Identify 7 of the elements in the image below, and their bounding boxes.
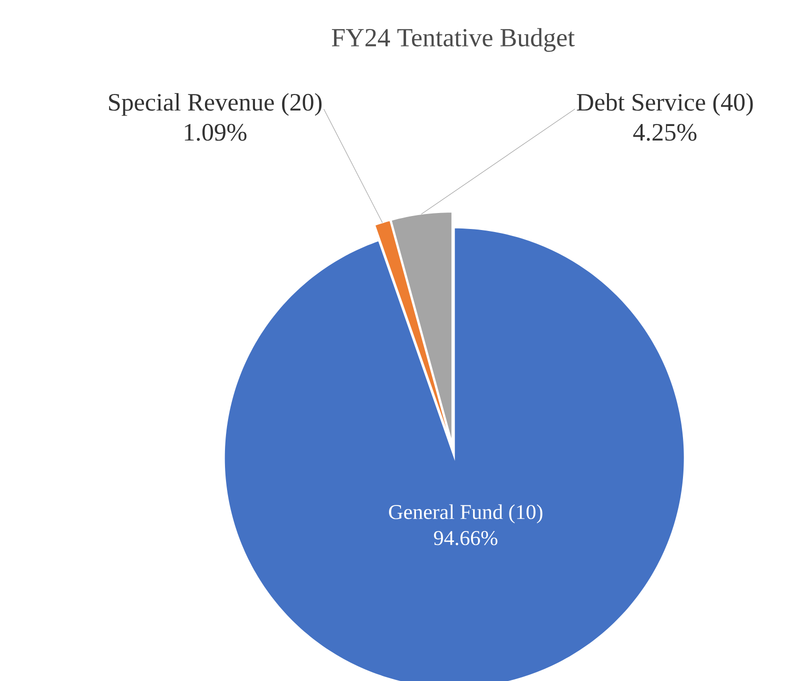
slice-label: Debt Service (40) bbox=[576, 93, 753, 116]
slice-label: Special Revenue (20) bbox=[109, 93, 322, 116]
slice-label: General Fund (10) bbox=[389, 504, 542, 524]
chart-title: FY24 Tentative Budget bbox=[332, 28, 575, 52]
data-label: 1.09% bbox=[184, 124, 246, 141]
data-label: 4.25% bbox=[633, 124, 696, 141]
data-label: 94.66% bbox=[434, 530, 498, 546]
